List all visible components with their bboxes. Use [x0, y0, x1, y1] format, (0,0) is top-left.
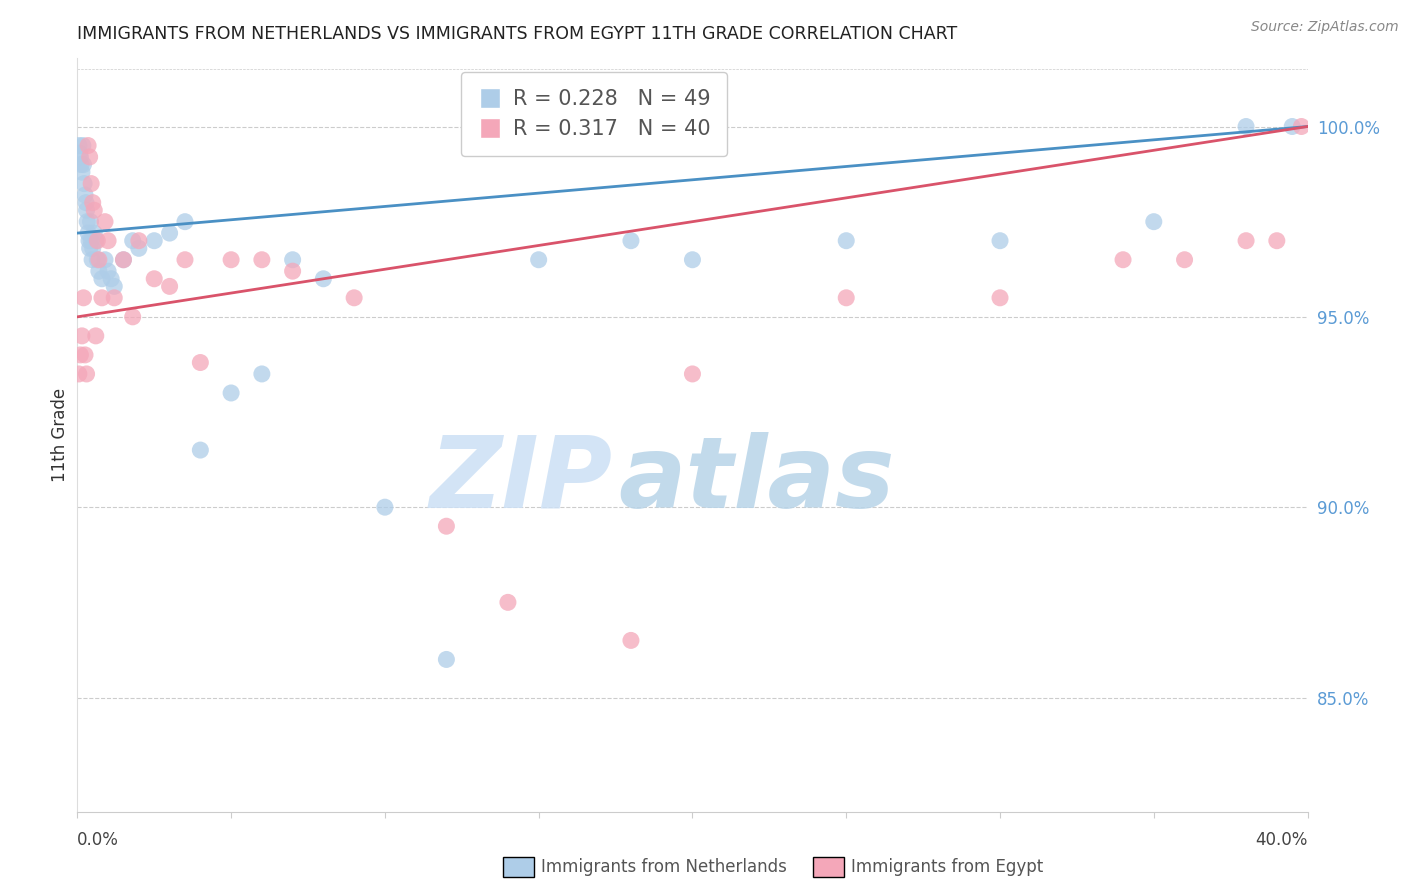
Point [1265, 234, 1288, 248]
Point [94, 252, 117, 267]
Point [83, 226, 105, 240]
Point [682, 252, 704, 267]
Point [90, 291, 114, 305]
Point [174, 252, 197, 267]
Point [77, 226, 100, 240]
Point [73, 188, 96, 202]
Point [84, 234, 107, 248]
Point [121, 310, 143, 324]
Point [100, 272, 122, 286]
Point [82, 195, 104, 210]
Text: 0.0%: 0.0% [77, 830, 120, 849]
Point [250, 252, 273, 267]
Point [82, 241, 104, 255]
Point [77, 234, 100, 248]
Point [835, 234, 858, 248]
Point [1234, 234, 1257, 248]
Point [1143, 215, 1166, 229]
Point [159, 279, 181, 293]
Point [1234, 120, 1257, 134]
Point [76, 215, 98, 229]
Point [103, 279, 125, 293]
Point [682, 367, 704, 381]
Point [80, 234, 103, 248]
Point [835, 291, 858, 305]
Point [86, 234, 108, 248]
Point [86, 252, 108, 267]
Point [72, 138, 94, 153]
Point [159, 226, 181, 240]
Text: Source: ZipAtlas.com: Source: ZipAtlas.com [1251, 20, 1399, 34]
Point [69, 146, 91, 161]
Point [70, 329, 93, 343]
Point [87, 252, 110, 267]
Point [281, 252, 304, 267]
Point [72, 291, 94, 305]
Point [82, 252, 104, 267]
Point [219, 386, 242, 401]
Point [1112, 252, 1135, 267]
Point [90, 272, 114, 286]
Point [496, 595, 519, 609]
Point [988, 234, 1011, 248]
Point [94, 215, 117, 229]
Point [72, 157, 94, 171]
Point [87, 264, 110, 278]
Point [75, 195, 97, 210]
Point [70, 157, 93, 171]
Point [76, 367, 98, 381]
Point [143, 272, 166, 286]
Point [374, 500, 396, 515]
Point [84, 329, 107, 343]
Point [436, 519, 458, 533]
Point [79, 150, 101, 164]
Point [67, 138, 90, 153]
Point [281, 264, 304, 278]
Point [219, 252, 242, 267]
Point [73, 177, 96, 191]
Point [69, 348, 91, 362]
Point [174, 215, 197, 229]
Text: ZIP: ZIP [429, 432, 613, 529]
Point [190, 355, 212, 369]
Point [83, 203, 105, 218]
Point [103, 291, 125, 305]
Text: Immigrants from Egypt: Immigrants from Egypt [851, 858, 1043, 876]
Point [79, 215, 101, 229]
Point [250, 367, 273, 381]
Point [143, 234, 166, 248]
Point [112, 252, 135, 267]
Point [77, 138, 100, 153]
Point [73, 348, 96, 362]
Point [312, 272, 335, 286]
Text: 40.0%: 40.0% [1256, 830, 1308, 849]
Point [620, 234, 643, 248]
Point [128, 234, 150, 248]
Text: Immigrants from Netherlands: Immigrants from Netherlands [541, 858, 787, 876]
Point [76, 203, 98, 218]
Point [436, 652, 458, 666]
Point [97, 264, 120, 278]
Point [70, 165, 93, 179]
Point [80, 177, 103, 191]
Point [1174, 252, 1197, 267]
Point [190, 443, 212, 458]
Point [79, 241, 101, 255]
Text: atlas: atlas [619, 432, 896, 529]
Y-axis label: 11th Grade: 11th Grade [51, 388, 69, 482]
Legend: R = 0.228   N = 49, R = 0.317   N = 40: R = 0.228 N = 49, R = 0.317 N = 40 [461, 72, 727, 156]
Text: IMMIGRANTS FROM NETHERLANDS VS IMMIGRANTS FROM EGYPT 11TH GRADE CORRELATION CHAR: IMMIGRANTS FROM NETHERLANDS VS IMMIGRANT… [77, 25, 957, 43]
Point [620, 633, 643, 648]
Point [343, 291, 366, 305]
Point [97, 234, 120, 248]
Point [988, 291, 1011, 305]
Point [112, 252, 135, 267]
Point [1291, 120, 1313, 134]
Point [1281, 120, 1303, 134]
Point [128, 241, 150, 255]
Point [69, 150, 91, 164]
Point [527, 252, 550, 267]
Point [67, 367, 90, 381]
Point [121, 234, 143, 248]
